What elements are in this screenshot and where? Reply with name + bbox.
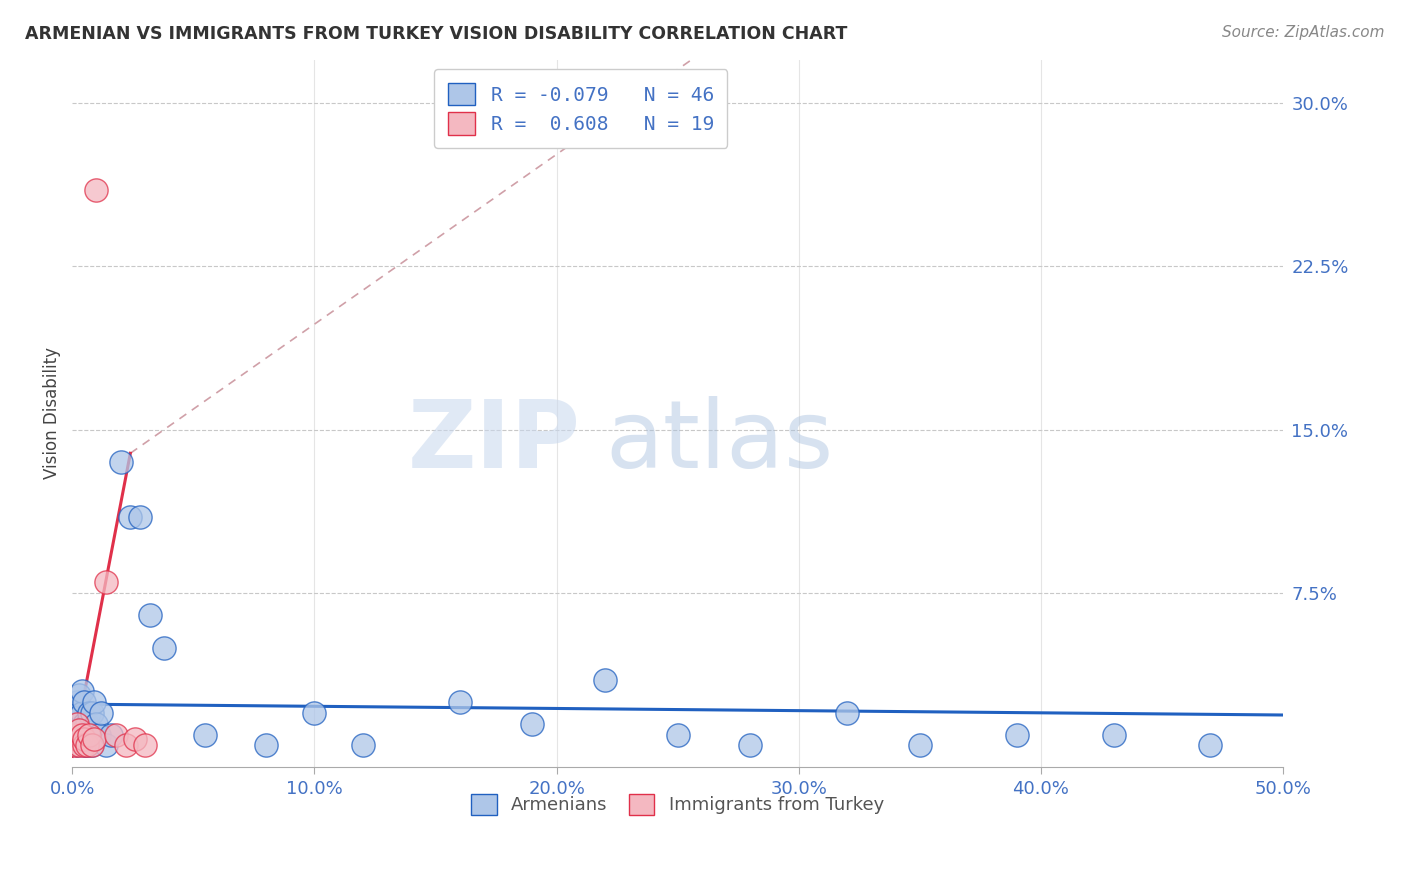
Point	[70, 706, 93, 720]
Point	[120, 509, 142, 524]
Point	[740, 739, 762, 753]
Point	[66, 716, 89, 731]
Point	[1102, 728, 1125, 742]
Point	[76, 716, 98, 731]
Point	[104, 728, 127, 742]
Point	[110, 455, 132, 469]
Point	[114, 739, 136, 753]
Point	[254, 739, 277, 753]
Text: ZIP: ZIP	[408, 396, 581, 488]
Point	[70, 684, 93, 698]
Point	[73, 716, 96, 731]
Point	[77, 728, 100, 742]
Point	[80, 706, 103, 720]
Point	[63, 728, 86, 742]
Point	[69, 731, 91, 746]
Point	[76, 739, 98, 753]
Point	[80, 739, 103, 753]
Point	[77, 728, 100, 742]
Point	[66, 739, 89, 753]
Point	[1005, 728, 1028, 742]
Point	[73, 739, 96, 753]
Point	[666, 728, 689, 742]
Point	[83, 728, 105, 742]
Point	[352, 739, 374, 753]
Point	[449, 695, 471, 709]
Point	[522, 716, 544, 731]
Point	[129, 509, 152, 524]
Legend: Armenians, Immigrants from Turkey: Armenians, Immigrants from Turkey	[460, 783, 896, 825]
Y-axis label: Vision Disability: Vision Disability	[44, 347, 60, 479]
Point	[76, 739, 98, 753]
Point	[70, 728, 93, 742]
Point	[77, 706, 100, 720]
Point	[86, 183, 108, 197]
Point	[66, 731, 89, 746]
Point	[73, 695, 96, 709]
Point	[94, 739, 117, 753]
Point	[66, 716, 89, 731]
Point	[69, 710, 91, 724]
Point	[593, 673, 616, 688]
Point	[63, 728, 86, 742]
Point	[69, 723, 91, 738]
Point	[908, 739, 931, 753]
Point	[90, 706, 112, 720]
Point	[304, 706, 326, 720]
Point	[86, 716, 108, 731]
Point	[83, 695, 105, 709]
Point	[83, 731, 105, 746]
Point	[100, 728, 122, 742]
Point	[73, 731, 96, 746]
Text: atlas: atlas	[605, 396, 834, 488]
Point	[87, 728, 110, 742]
Point	[124, 731, 146, 746]
Point	[138, 607, 160, 622]
Text: ARMENIAN VS IMMIGRANTS FROM TURKEY VISION DISABILITY CORRELATION CHART: ARMENIAN VS IMMIGRANTS FROM TURKEY VISIO…	[25, 25, 848, 43]
Point	[837, 706, 859, 720]
Point	[66, 695, 89, 709]
Point	[94, 575, 117, 590]
Point	[70, 728, 93, 742]
Point	[153, 640, 176, 655]
Point	[194, 728, 217, 742]
Point	[69, 739, 91, 753]
Point	[134, 739, 156, 753]
Point	[63, 706, 86, 720]
Point	[1199, 739, 1222, 753]
Point	[80, 739, 103, 753]
Point	[69, 689, 91, 703]
Text: Source: ZipAtlas.com: Source: ZipAtlas.com	[1222, 25, 1385, 40]
Point	[73, 739, 96, 753]
Point	[63, 739, 86, 753]
